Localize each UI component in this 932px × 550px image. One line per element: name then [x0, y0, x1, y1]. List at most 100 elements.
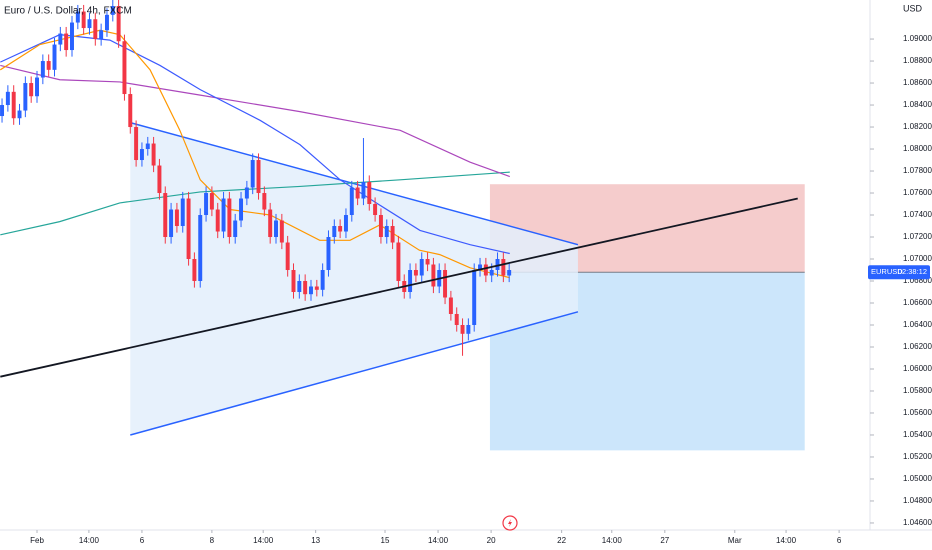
x-tick-label: 8 [210, 536, 215, 545]
candle-body [46, 61, 51, 70]
candle-body [64, 33, 69, 51]
moving-average [0, 171, 510, 236]
y-tick-label: 1.06000 [903, 364, 932, 373]
candle-body [11, 91, 16, 119]
candle-body [495, 259, 500, 271]
candle-body [489, 270, 494, 276]
candle-body [326, 237, 331, 271]
candle-body [227, 198, 232, 238]
candle-body [81, 11, 86, 29]
candle-body [361, 182, 366, 199]
candle-body [174, 209, 179, 227]
candle-body [29, 83, 34, 97]
candle-body [87, 19, 92, 29]
candle-body [297, 281, 302, 293]
candle-body [163, 193, 168, 238]
moving-average [0, 29, 510, 279]
candle-body [478, 264, 483, 271]
replay-icon[interactable] [502, 515, 518, 531]
y-tick-label: 1.08600 [903, 78, 932, 87]
candle-body [507, 270, 512, 276]
candle-body [221, 198, 226, 232]
x-tick-label: 6 [140, 536, 145, 545]
candle-body [209, 193, 214, 210]
candle-body [466, 324, 471, 334]
x-tick-label: 14:00 [428, 536, 449, 545]
candle-body [338, 226, 343, 232]
y-tick-label: 1.05600 [903, 408, 932, 417]
candle-body [110, 6, 115, 15]
candle-body [320, 270, 325, 290]
candle-body [239, 198, 244, 221]
triangle-upper [130, 121, 579, 246]
candle-body [186, 198, 191, 260]
y-tick-label: 1.09000 [903, 34, 932, 43]
candle-body [378, 215, 383, 238]
candle-body [58, 33, 63, 45]
x-tick-label: Feb [30, 536, 44, 545]
moving-average [0, 64, 510, 178]
x-tick-label: 15 [381, 536, 390, 545]
x-tick-label: 14:00 [253, 536, 274, 545]
candle-body [215, 209, 220, 232]
candle-body [454, 313, 459, 325]
candle-body [460, 324, 465, 334]
candle-body [139, 149, 144, 161]
candle-body [0, 105, 5, 117]
x-tick-label: Mar [728, 536, 742, 545]
candle-body [268, 209, 273, 238]
y-tick-label: 1.07600 [903, 188, 932, 197]
candle-body [35, 77, 39, 97]
candle-body [355, 187, 360, 199]
y-tick-label: 1.08800 [903, 56, 932, 65]
candle-body [501, 259, 506, 276]
x-tick-label: 27 [660, 536, 669, 545]
candle-body [262, 193, 267, 210]
candle-body [250, 160, 255, 188]
candle-body [314, 286, 319, 290]
candle-body [448, 297, 453, 314]
y-tick-label: 1.05200 [903, 452, 932, 461]
candle-body [169, 209, 174, 238]
y-tick-label: 1.08400 [903, 100, 932, 109]
y-tick-label: 1.04800 [903, 496, 932, 505]
y-tick-label: 1.06400 [903, 320, 932, 329]
candle-body [472, 270, 477, 325]
candle-body [408, 270, 413, 293]
candle-body [349, 187, 354, 216]
y-tick-label: 1.07400 [903, 210, 932, 219]
candle-body [198, 215, 203, 282]
candle-body [332, 226, 337, 238]
x-tick-label: 14:00 [602, 536, 623, 545]
candle-body [256, 160, 261, 194]
candle-body [419, 259, 424, 276]
price-tag-symbol: EURUSD [871, 267, 903, 276]
y-tick-label: 1.06600 [903, 298, 932, 307]
candle-body [5, 91, 10, 106]
candle-body [390, 226, 395, 243]
candle-body [291, 270, 296, 293]
candle-body [431, 264, 436, 287]
candle-body [145, 143, 150, 150]
candle-body [52, 44, 57, 70]
y-tick-label: 1.05800 [903, 386, 932, 395]
x-tick-label: 14:00 [776, 536, 797, 545]
candle-body [285, 242, 290, 271]
candle-body [367, 182, 372, 205]
candle-body [99, 30, 104, 40]
candle-body [204, 193, 209, 216]
candle-body [233, 220, 238, 238]
y-tick-label: 1.07000 [903, 254, 932, 263]
trendline [0, 197, 798, 378]
candle-body [157, 165, 162, 194]
candle-body [75, 11, 80, 23]
candle-body [396, 242, 401, 282]
x-tick-label: 20 [487, 536, 496, 545]
candle-body [70, 22, 74, 51]
candle-body [309, 286, 313, 295]
candle-body [443, 270, 448, 298]
candle-body [303, 281, 308, 295]
candle-body [40, 61, 45, 78]
